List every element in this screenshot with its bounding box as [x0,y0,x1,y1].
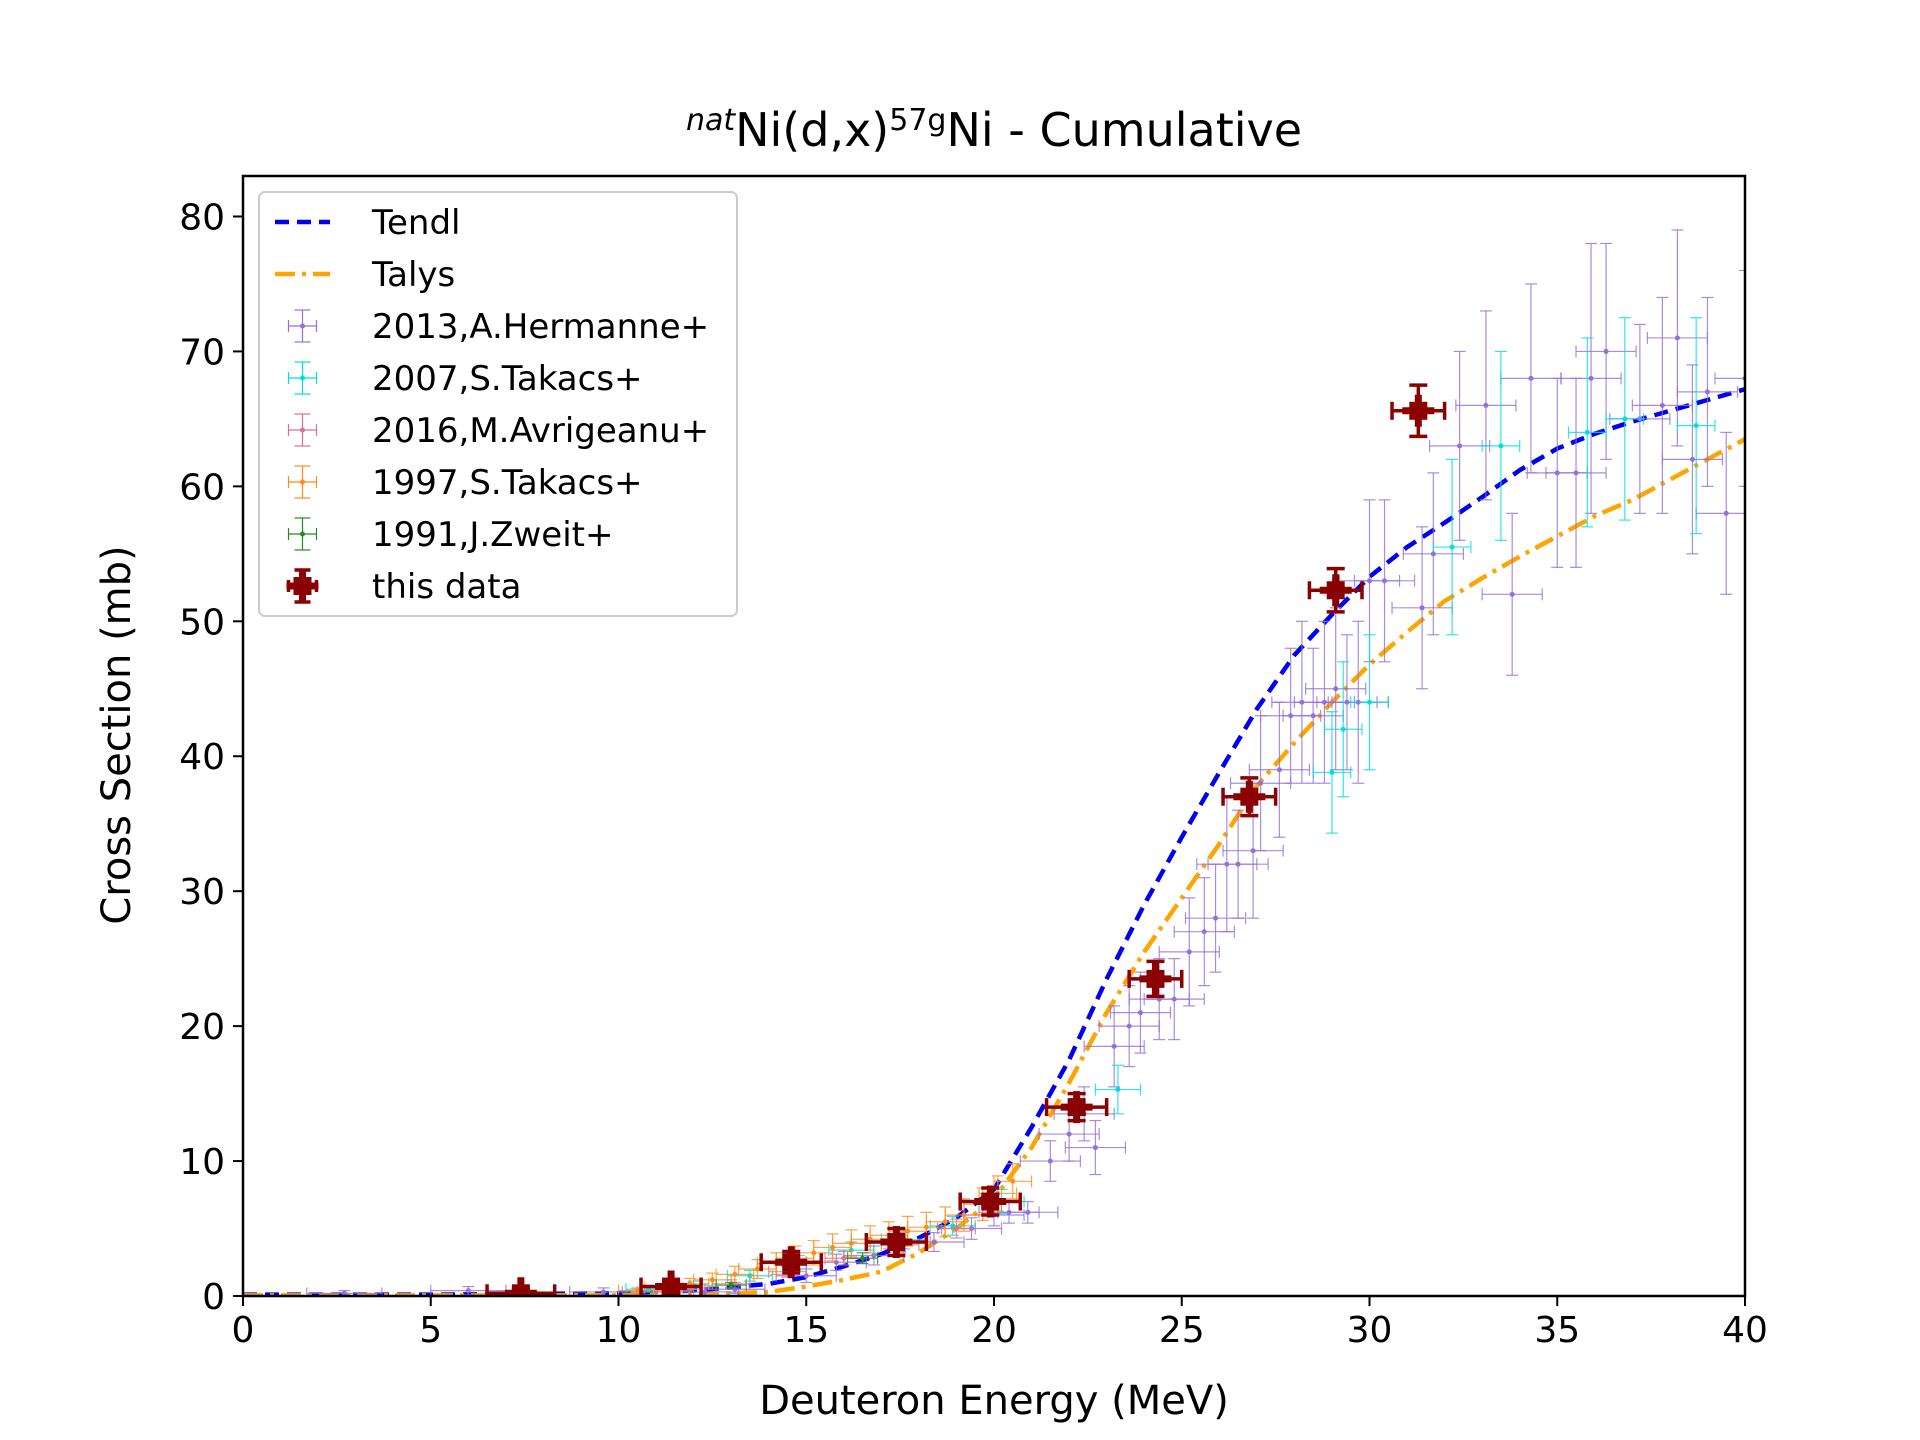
point-2007-s-takacs- [1323,661,1363,798]
point-1997-s-takacs- [993,1163,1033,1200]
legend-entry-2007-s-takacs-: 2007,S.Takacs+ [287,359,643,399]
point-2016-m-avrigeanu- [937,1218,976,1239]
point-this-data [759,1246,824,1279]
y-tick-label: 60 [179,467,225,508]
legend-entry-this-data: this data [286,567,521,607]
point-this-data [639,1270,703,1296]
point-2007-s-takacs- [1567,337,1607,528]
y-tick-label: 20 [179,1007,225,1048]
point-this-data [1044,1091,1109,1124]
point-2013-a-hermanne- [1143,958,1205,1041]
point-2013-a-hermanne- [1455,310,1517,501]
y-tick-label: 0 [202,1277,225,1318]
x-tick-label: 15 [783,1310,829,1351]
point-this-data [1390,383,1447,439]
point-2007-s-takacs- [1676,317,1716,535]
point-2013-a-hermanne- [1083,1005,1145,1088]
point-2013-a-hermanne- [1560,242,1622,514]
point-2013-a-hermanne- [1158,897,1220,1007]
point-2013-a-hermanne- [1207,809,1269,919]
point-2013-a-hermanne- [1428,350,1491,541]
x-tick-label: 10 [596,1310,642,1351]
x-tick-label: 35 [1534,1310,1580,1351]
point-2013-a-hermanne- [1631,296,1694,514]
point-2013-a-hermanne- [1353,499,1416,663]
x-tick-label: 20 [971,1310,1017,1351]
point-2007-s-takacs- [1605,317,1645,521]
legend-label: Tendl [371,203,461,243]
point-2013-a-hermanne- [1109,971,1172,1054]
x-axis-label: Deuteron Energy (MeV) [759,1378,1229,1424]
point-2013-a-hermanne- [1305,607,1367,771]
legend-label: 2013,A.Hermanne+ [372,307,709,347]
point-2013-a-hermanne- [1481,512,1543,676]
chart-title: natNi(d,x)57gNi - Cumulative [686,103,1302,157]
point-2013-a-hermanne- [1229,715,1292,852]
point-this-data [1127,959,1184,999]
legend: Tendl Talys 2013,A.Hermanne+ 2007,S.Takacs+… [258,191,738,617]
legend-label: 1997,S.Takacs+ [372,463,643,503]
point-this-data [958,1185,1023,1218]
point-2007-s-takacs- [1432,458,1472,636]
point-2013-a-hermanne- [1676,296,1739,487]
point-this-data [864,1226,929,1259]
curve-talys [243,437,1745,1296]
axis-ticks: 0 5 10 15 20 25 30 35 40 0 10 20 30 40 50 60 70 80 [179,197,1768,1351]
y-axis-label: Cross Section (mb) [94,545,140,924]
point-this-data [1307,566,1364,614]
point-2007-s-takacs- [1350,634,1389,771]
chart-title-sup-1: nat [686,103,736,138]
y-tick-label: 30 [179,872,225,913]
point-2013-a-hermanne- [430,1284,507,1296]
legend-entry-1997-s-takacs-: 1997,S.Takacs+ [287,463,643,503]
point-2013-a-hermanne- [1064,1119,1127,1176]
point-2007-s-takacs- [1312,711,1352,834]
y-tick-label: 80 [179,197,225,238]
legend-box [258,191,738,617]
y-tick-label: 10 [179,1142,225,1183]
chart-title-part-1: Ni(d,x) [735,103,889,157]
point-this-data [1221,776,1278,818]
point-1997-s-takacs- [617,1284,657,1296]
legend-entry-2016-m-avrigeanu-: 2016,M.Avrigeanu+ [287,411,709,451]
legend-entry-1991-j-zweit-: 1991,J.Zweit+ [287,515,613,555]
plot-frame [241,174,1747,1298]
x-tick-label: 0 [232,1310,255,1351]
legend-entry-tendl: Tendl [275,203,461,243]
point-2007-s-takacs- [1481,350,1521,541]
chart-title-sup-2: 57g [889,103,946,138]
point-this-data [485,1277,557,1296]
legend-label: this data [372,567,521,607]
legend-entry-2013-a-hermanne-: 2013,A.Hermanne+ [287,307,709,347]
x-tick-label: 40 [1722,1310,1768,1351]
y-tick-label: 40 [179,737,225,778]
y-tick-label: 50 [179,602,225,643]
point-2007-s-takacs- [1094,1064,1142,1115]
legend-label: Talys [371,255,455,295]
legend-label: 2016,M.Avrigeanu+ [372,411,709,451]
point-1991-j-zweit- [846,1252,879,1265]
y-tick-label: 70 [179,332,225,373]
legend-label: 1991,J.Zweit+ [372,515,613,555]
point-2013-a-hermanne- [1545,377,1607,568]
legend-entry-talys: Talys [275,255,455,295]
chart-title-part-2: Ni - Cumulative [946,103,1302,157]
x-tick-label: 30 [1347,1310,1393,1351]
data-points [306,229,1745,1296]
x-tick-label: 25 [1159,1310,1205,1351]
point-2013-a-hermanne- [1402,472,1464,636]
x-tick-label: 5 [419,1310,442,1351]
point-1991-j-zweit- [715,1279,747,1292]
legend-label: 2007,S.Takacs+ [372,359,643,399]
